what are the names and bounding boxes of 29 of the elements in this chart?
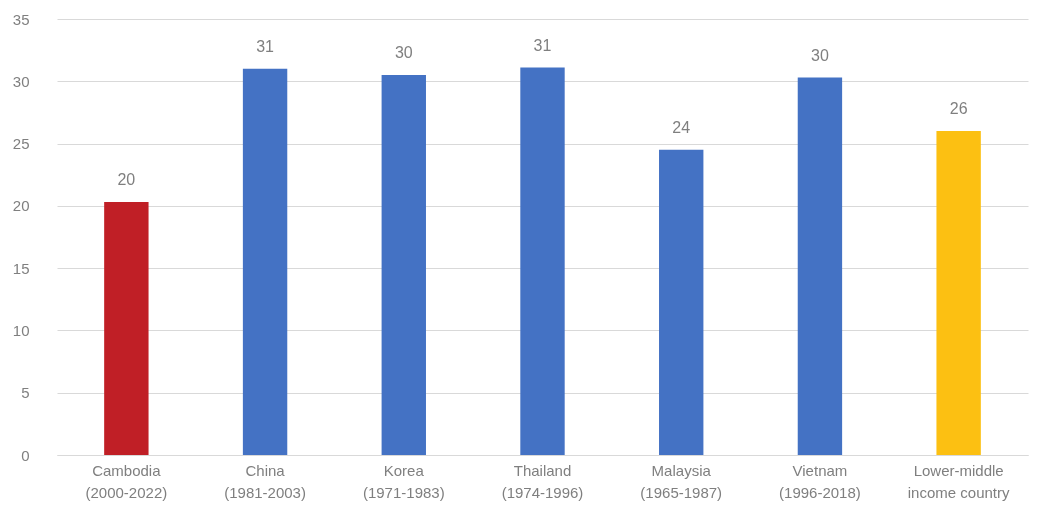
- y-tick-label: 15: [12, 259, 30, 277]
- x-tick-label: Cambodia (2000-2022): [85, 461, 168, 501]
- y-tick-label: 30: [12, 72, 30, 90]
- y-tick-label: 0: [21, 446, 30, 464]
- y-tick-label: 35: [12, 10, 30, 28]
- bar: [936, 131, 981, 455]
- y-tick-label: 5: [21, 384, 30, 402]
- bar: [381, 75, 426, 455]
- bar: [659, 149, 704, 455]
- x-tick-label: Thailand (1974-1996): [501, 461, 584, 501]
- x-tick-label: Malaysia (1965-1987): [640, 461, 723, 501]
- bar: [242, 68, 288, 455]
- data-label: 24: [672, 118, 691, 136]
- data-label: 31: [256, 37, 275, 55]
- data-label: 31: [533, 36, 552, 54]
- data-label: 20: [117, 171, 136, 189]
- data-label: 26: [949, 100, 968, 118]
- x-tick-label: Lower-middle income country: [907, 461, 1010, 501]
- x-tick-label: Korea (1971-1983): [362, 461, 445, 501]
- x-tick-label: China (1981-2003): [224, 461, 306, 501]
- data-label: 30: [811, 46, 829, 64]
- bar: [520, 67, 565, 455]
- y-tick-label: 25: [12, 135, 30, 153]
- bar: [797, 77, 843, 455]
- y-tick-label: 20: [12, 197, 30, 215]
- bar: [104, 202, 149, 455]
- y-tick-label: 10: [12, 321, 30, 339]
- x-tick-label: Vietnam (1996-2018): [779, 461, 861, 501]
- data-label: 30: [394, 44, 413, 62]
